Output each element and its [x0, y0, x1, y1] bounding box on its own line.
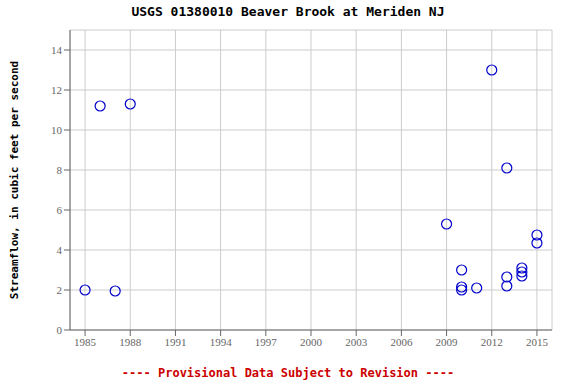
- svg-text:2015: 2015: [526, 336, 549, 348]
- svg-text:12: 12: [51, 84, 62, 96]
- svg-text:10: 10: [51, 124, 63, 136]
- svg-text:1988: 1988: [119, 336, 142, 348]
- svg-text:2003: 2003: [345, 336, 368, 348]
- svg-text:2000: 2000: [300, 336, 323, 348]
- svg-text:Streamflow, in cubic feet per: Streamflow, in cubic feet per second: [8, 61, 21, 299]
- svg-text:4: 4: [57, 244, 63, 256]
- svg-text:2012: 2012: [481, 336, 503, 348]
- svg-text:1997: 1997: [255, 336, 278, 348]
- svg-text:2006: 2006: [390, 336, 413, 348]
- svg-text:8: 8: [57, 164, 63, 176]
- svg-text:1985: 1985: [74, 336, 97, 348]
- html-text:USGS 01380010 Beaver Brook at: USGS 01380010 Beaver Brook at Meriden NJ: [131, 4, 445, 19]
- svg-text:14: 14: [51, 44, 63, 56]
- svg-text:1991: 1991: [164, 336, 186, 348]
- svg-text:1994: 1994: [210, 336, 233, 348]
- svg-text:2009: 2009: [436, 336, 459, 348]
- svg-text:2: 2: [57, 284, 63, 296]
- html-text:---- Provisional Data Subject: ---- Provisional Data Subject to Revisio…: [121, 366, 455, 380]
- svg-text:6: 6: [57, 204, 63, 216]
- svg-text:0: 0: [57, 324, 63, 336]
